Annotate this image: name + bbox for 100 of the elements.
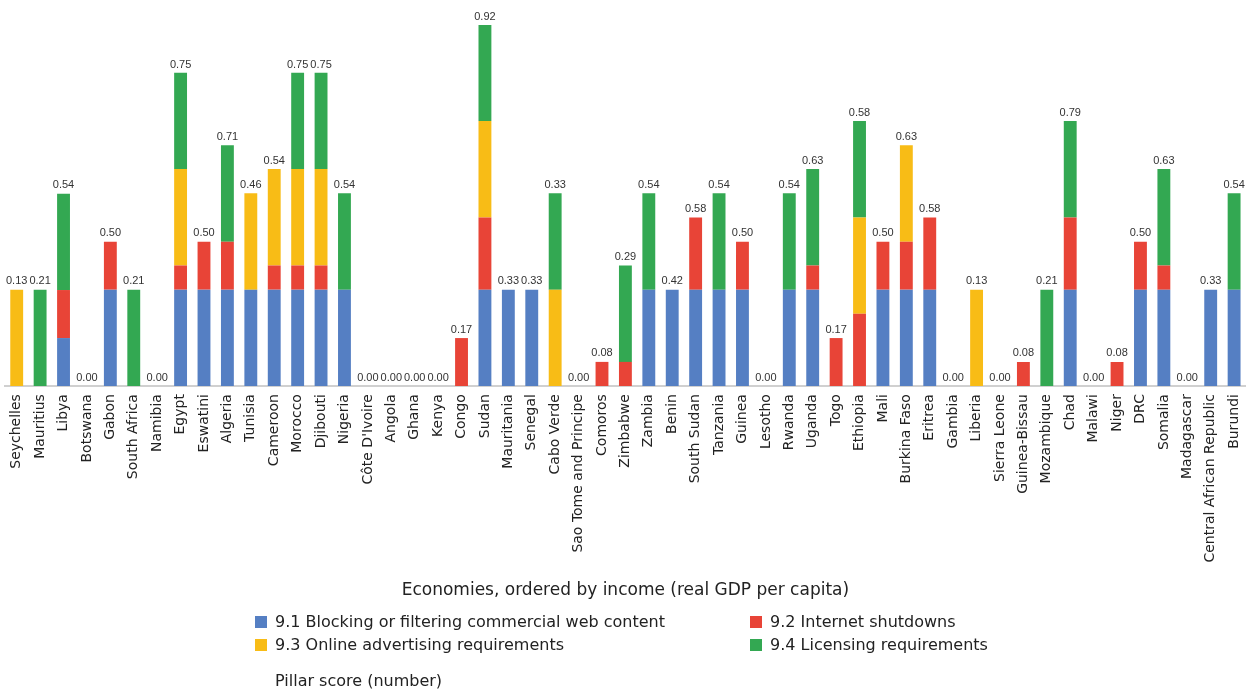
- bar: [806, 265, 820, 290]
- annotation: 0.00: [567, 370, 590, 383]
- x-tick-label: Gabon: [100, 394, 117, 440]
- bar: [712, 289, 726, 387]
- bar: [689, 289, 703, 387]
- x-tick-label: Zimbabwe: [616, 394, 633, 468]
- bar: [57, 193, 70, 291]
- bar: [1157, 265, 1171, 290]
- annotation: 0.13: [5, 274, 28, 287]
- annotation: 0.50: [193, 226, 215, 239]
- annotation: 0.46: [240, 178, 262, 191]
- x-tick-label: Somalia: [1154, 394, 1171, 451]
- x-tick-label: Eswatini: [194, 394, 211, 453]
- annotation: 0.75: [310, 57, 332, 70]
- bar: [782, 289, 796, 387]
- x-tick-label: Guinea-Bissau: [1014, 394, 1031, 494]
- annotation: 0.50: [731, 226, 754, 239]
- legend-label: 9.2 Internet shutdowns: [770, 612, 956, 631]
- annotation: 0.54: [778, 178, 800, 191]
- x-tick-label: Burundi: [1224, 394, 1241, 449]
- x-tick-label: DRC: [1131, 393, 1148, 424]
- bar: [736, 289, 749, 387]
- bar: [314, 265, 328, 290]
- x-tick-label: Angola: [381, 394, 398, 443]
- bar: [197, 241, 211, 290]
- x-tick-label: Central African Republic: [1201, 394, 1218, 563]
- bar: [595, 361, 609, 387]
- legend-label: 9.4 Licensing requirements: [770, 635, 988, 654]
- annotation: 0.00: [427, 370, 449, 383]
- bar: [478, 289, 492, 387]
- bar: [1063, 217, 1077, 290]
- bar: [314, 72, 328, 170]
- annotation: 0.08: [591, 346, 613, 359]
- annotation: 0.33: [521, 274, 543, 287]
- bar: [314, 289, 328, 387]
- x-tick-label: Congo: [452, 394, 469, 439]
- bar: [338, 289, 351, 387]
- annotation: 0.50: [872, 226, 894, 239]
- bar: [10, 289, 24, 387]
- bar: [618, 265, 632, 362]
- x-tick-label: Mauritius: [30, 394, 47, 459]
- x-tick-label: Egypt: [171, 393, 188, 435]
- bar: [853, 217, 866, 314]
- annotation: 0.42: [661, 274, 683, 287]
- x-tick-label: Gambia: [943, 394, 960, 449]
- x-tick-label: South Africa: [124, 394, 141, 480]
- bar: [220, 241, 234, 290]
- annotation: 0.00: [76, 370, 98, 383]
- x-tick-label: Madagascar: [1177, 393, 1194, 480]
- annotation: 0.00: [989, 370, 1011, 383]
- bar: [267, 289, 281, 387]
- x-axis-title: Economies, ordered by income (real GDP per capita): [401, 579, 850, 600]
- annotation: 0.00: [380, 370, 402, 383]
- annotation: 0.79: [1059, 105, 1081, 118]
- annotation: 0.08: [1012, 346, 1035, 359]
- legend-title: Pillar score (number): [275, 671, 443, 690]
- bar: [1063, 121, 1077, 218]
- annotation: 0.29: [614, 250, 637, 263]
- bar: [33, 289, 47, 387]
- x-tick-label: Cameroon: [264, 394, 281, 467]
- bar: [689, 217, 703, 290]
- x-tick-label: Sierra Leone: [990, 394, 1007, 482]
- x-tick-label: Botswana: [77, 394, 94, 463]
- x-tick-label: Sao Tome and Principe: [569, 394, 586, 553]
- x-tick-label: Malawi: [1084, 394, 1101, 443]
- x-tick-label: Guinea: [733, 394, 750, 444]
- x-tick-label: Morocco: [288, 394, 305, 453]
- bar: [314, 169, 328, 266]
- x-tick-label: Libya: [54, 394, 71, 432]
- bar: [244, 289, 258, 387]
- bar: [57, 290, 70, 339]
- x-tick-label: Lesotho: [756, 394, 773, 450]
- legend-label: 9.3 Online advertising requirements: [275, 635, 565, 654]
- annotation: 0.63: [895, 129, 918, 142]
- annotation: 0.58: [684, 201, 707, 214]
- bar: [174, 289, 188, 387]
- annotation: 0.92: [474, 9, 496, 22]
- bar: [970, 289, 984, 387]
- annotation: 0.54: [1223, 178, 1245, 191]
- annotation: 0.75: [169, 57, 192, 70]
- x-tick-label: Comoros: [592, 394, 609, 456]
- annotation: 0.71: [216, 129, 239, 142]
- x-tick-label: Uganda: [803, 394, 820, 449]
- annotation: 0.17: [825, 322, 847, 335]
- bar: [291, 169, 305, 266]
- bar: [267, 265, 281, 290]
- bar: [127, 289, 141, 387]
- bar: [618, 361, 632, 387]
- x-tick-label: Mali: [873, 394, 890, 423]
- bar: [478, 25, 492, 122]
- bar: [244, 193, 258, 290]
- x-tick-label: Togo: [826, 394, 843, 428]
- x-tick-label: Cabo Verde: [545, 394, 562, 475]
- bar: [899, 241, 913, 290]
- annotation: 0.54: [708, 178, 730, 191]
- bar: [501, 289, 515, 387]
- bar: [1063, 289, 1077, 387]
- bar: [829, 338, 843, 387]
- annotation: 0.21: [29, 274, 51, 287]
- x-tick-label: Ghana: [405, 394, 422, 440]
